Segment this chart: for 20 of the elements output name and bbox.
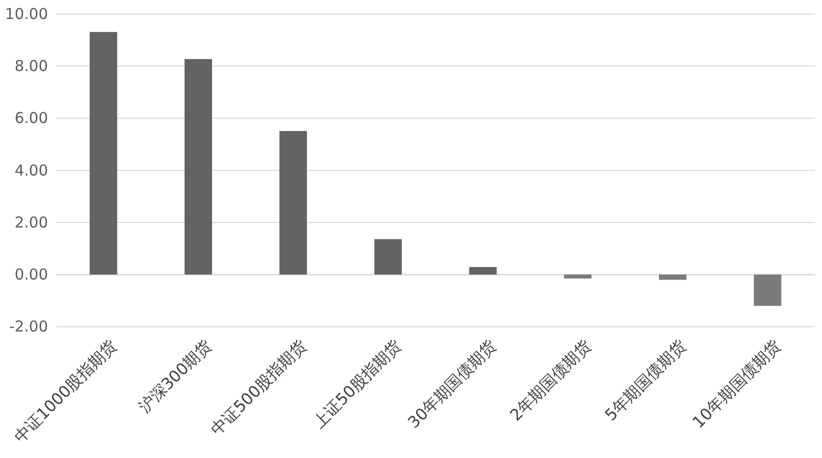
- x-tick-label: 30年期国债期货: [404, 336, 500, 432]
- y-tick-label: 0.00: [14, 266, 48, 284]
- y-tick-label: 8.00: [14, 57, 48, 76]
- y-tick-label: 10.00: [5, 5, 48, 23]
- bar: [279, 131, 307, 275]
- y-tick-label: 2.00: [14, 213, 48, 232]
- y-tick-label: 6.00: [14, 109, 48, 128]
- bar: [469, 267, 497, 275]
- bar: [658, 274, 686, 280]
- x-tick-label: 2年期国债期货: [506, 336, 595, 425]
- x-tick-label: 10年期国债期货: [688, 336, 784, 432]
- bar: [184, 59, 212, 275]
- x-tick-label: 5年期国债期货: [600, 336, 690, 425]
- bar: [564, 274, 592, 278]
- y-tick-label: 4.00: [14, 161, 48, 180]
- bar: [374, 239, 402, 275]
- bar: [90, 32, 118, 275]
- x-tick-label: 上证50股指期货: [309, 336, 405, 432]
- y-tick-label: -2.00: [9, 318, 48, 336]
- bar: [754, 274, 782, 306]
